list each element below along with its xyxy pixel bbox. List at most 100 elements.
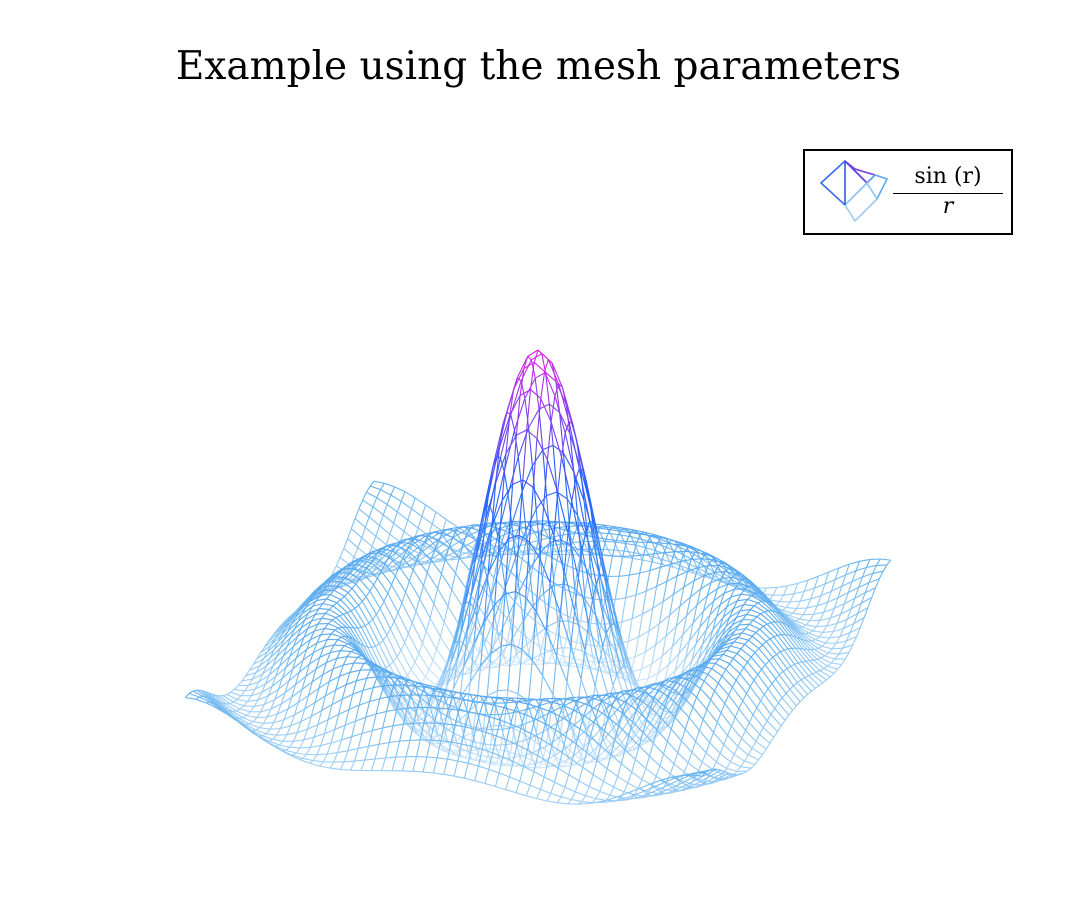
mesh-line [819, 611, 825, 621]
mesh-line [775, 674, 780, 680]
mesh-line [516, 728, 522, 745]
mesh-line [330, 650, 341, 654]
mesh-line [688, 673, 701, 692]
mesh-line [765, 641, 778, 655]
mesh-line [403, 538, 415, 541]
mesh-line [458, 699, 464, 711]
mesh-line [237, 698, 248, 702]
mesh-line [291, 684, 296, 698]
mesh-line [822, 679, 827, 684]
mesh-line [594, 615, 600, 645]
mesh-line [655, 703, 661, 708]
mesh-line [358, 690, 364, 706]
mesh-line [495, 525, 507, 531]
mesh-line [370, 485, 381, 491]
mesh-line [477, 713, 482, 729]
mesh-line [720, 703, 726, 714]
mesh-line [651, 727, 656, 733]
mesh-line [718, 562, 723, 567]
mesh-line [313, 724, 319, 738]
mesh-line [666, 688, 671, 692]
mesh-line [390, 556, 395, 561]
mesh-line [609, 624, 622, 669]
mesh-line [477, 573, 489, 602]
mesh-line [437, 559, 449, 563]
mesh-line [773, 634, 778, 638]
mesh-line [452, 736, 463, 742]
mesh-line [364, 550, 376, 560]
mesh-line [380, 483, 385, 490]
mesh-line [402, 557, 414, 571]
mesh-line [711, 634, 723, 651]
mesh-line [692, 706, 704, 720]
mesh-line [303, 736, 315, 741]
mesh-line [734, 583, 739, 590]
mesh-line [376, 563, 381, 567]
mesh-line [471, 745, 483, 750]
mesh-line [588, 599, 594, 624]
mesh-line [488, 541, 494, 549]
mesh-line [298, 612, 310, 622]
mesh-line [634, 544, 646, 549]
mesh-line [717, 682, 730, 696]
mesh-line [705, 662, 716, 664]
mesh-line [768, 660, 780, 676]
mesh-line [386, 692, 398, 709]
mesh-line [507, 689, 519, 695]
mesh-line [871, 587, 877, 598]
mesh-line [265, 657, 271, 667]
mesh-line [773, 731, 778, 738]
mesh-line [686, 562, 698, 569]
mesh-line [707, 778, 719, 785]
mesh-line [422, 771, 434, 774]
mesh-line [297, 628, 309, 638]
mesh-line [267, 688, 279, 697]
mesh-line [741, 738, 753, 749]
mesh-line [329, 767, 341, 770]
mesh-line [623, 527, 635, 531]
mesh-line [754, 652, 766, 666]
mesh-line [264, 638, 276, 648]
mesh-line [630, 695, 636, 702]
mesh-line [558, 383, 570, 422]
mesh-line [660, 712, 672, 730]
mesh-line [735, 627, 746, 632]
mesh-line [621, 597, 627, 622]
mesh-line [746, 686, 751, 694]
mesh-line [695, 661, 707, 677]
mesh-line [506, 739, 518, 746]
mesh-line [504, 523, 510, 532]
mesh-line [646, 718, 658, 731]
mesh-line [861, 596, 873, 604]
mesh-line [673, 586, 685, 595]
mesh-line [702, 719, 714, 733]
mesh-line [610, 533, 622, 536]
mesh-line [364, 516, 370, 528]
mesh-line [845, 570, 857, 576]
mesh-line [626, 540, 637, 543]
mesh-line [668, 646, 674, 665]
mesh-line [761, 664, 766, 670]
mesh-line [560, 541, 572, 548]
mesh-line [467, 667, 479, 675]
mesh-line [439, 663, 452, 691]
mesh-line [837, 664, 843, 670]
mesh-line [685, 643, 697, 659]
mesh-line [518, 479, 524, 536]
mesh-line [319, 761, 324, 767]
mesh-line [723, 641, 735, 646]
mesh-line [812, 605, 818, 615]
mesh-line [557, 492, 569, 534]
mesh-line [410, 543, 421, 551]
mesh-line [448, 537, 454, 548]
mesh-line [592, 760, 598, 775]
mesh-line [371, 713, 377, 731]
mesh-line [538, 537, 549, 541]
mesh-line [364, 622, 370, 627]
mesh-line [464, 539, 476, 547]
mesh-line [648, 743, 654, 757]
mesh-line [476, 577, 488, 617]
mesh-line [705, 742, 711, 753]
mesh-line [320, 628, 326, 636]
mesh-line [479, 713, 490, 718]
